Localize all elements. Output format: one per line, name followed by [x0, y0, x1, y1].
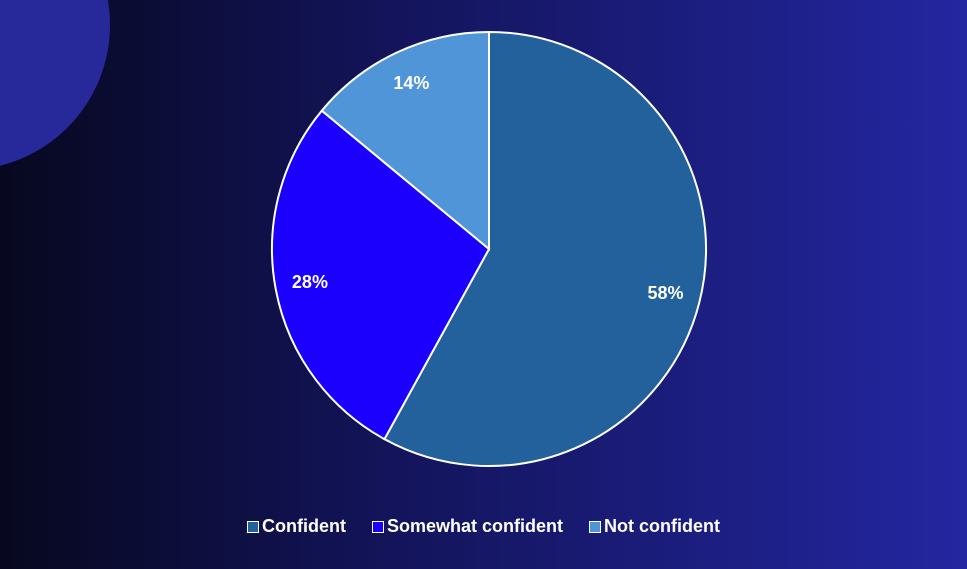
data-label: 28%: [292, 272, 328, 292]
legend-swatch: [247, 520, 259, 533]
data-label: 14%: [393, 73, 429, 93]
legend-label: Somewhat confident: [386, 516, 563, 536]
pie-slice: [320, 30, 490, 252]
legend-swatch: [371, 520, 384, 533]
legend-item: Not confident: [589, 516, 720, 537]
legend-item: Somewhat confident: [371, 516, 563, 537]
legend-label: Confident: [262, 516, 346, 536]
pie-slice: [383, 30, 707, 467]
legend: Confident Somewhat confident Not confident: [0, 516, 967, 537]
pie: 58% 28% 14%: [271, 30, 707, 467]
legend-item: Confident: [247, 516, 346, 537]
data-label: 58%: [648, 283, 684, 303]
legend-swatch: [589, 520, 601, 533]
decoration: [0, 0, 110, 166]
pie-slice: [271, 109, 491, 441]
legend-label: Not confident: [604, 516, 720, 536]
